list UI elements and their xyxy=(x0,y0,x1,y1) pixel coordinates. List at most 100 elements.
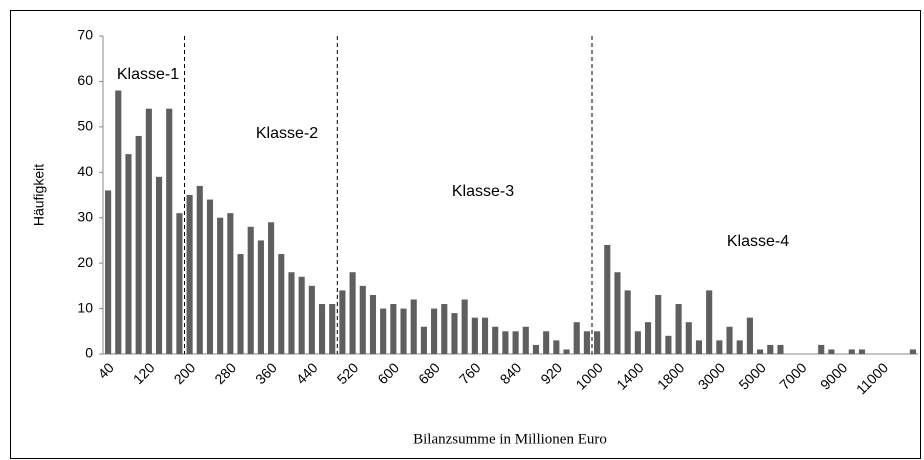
x-tick-label: 1800 xyxy=(654,359,687,392)
y-axis-label: Häufigkeit xyxy=(31,164,47,226)
bar xyxy=(675,304,682,354)
x-tick-label: 9000 xyxy=(817,359,850,392)
x-tick-label: 280 xyxy=(211,359,239,387)
bar xyxy=(746,317,753,354)
x-tick-label: 440 xyxy=(293,359,321,387)
y-tick-label: 70 xyxy=(77,27,93,43)
x-tick-label: 680 xyxy=(415,359,443,387)
bar xyxy=(145,108,152,354)
bar xyxy=(329,304,336,354)
bar xyxy=(858,349,866,354)
bar xyxy=(543,331,550,354)
bar xyxy=(410,299,417,354)
annotation: Klasse-2 xyxy=(256,125,318,142)
x-tick-label: 11000 xyxy=(853,359,891,397)
bar xyxy=(624,290,631,354)
bar xyxy=(217,217,224,354)
bar xyxy=(369,294,377,354)
bar xyxy=(583,331,590,354)
y-tick-label: 0 xyxy=(85,345,93,361)
bar xyxy=(186,195,193,354)
bar xyxy=(278,254,285,354)
bar xyxy=(155,176,163,354)
bar xyxy=(726,326,733,354)
y-tick-label: 20 xyxy=(77,254,93,270)
bar xyxy=(767,344,774,354)
bar xyxy=(522,326,529,354)
bar xyxy=(573,322,580,354)
bar xyxy=(115,90,122,354)
bar xyxy=(532,344,540,354)
y-tick-label: 30 xyxy=(77,208,93,224)
bar xyxy=(298,276,305,354)
bar xyxy=(390,304,397,354)
bar xyxy=(257,240,264,354)
bar xyxy=(848,349,855,354)
bar xyxy=(695,340,703,354)
bar xyxy=(268,222,275,354)
bar xyxy=(349,272,356,354)
bar xyxy=(420,326,427,354)
bar xyxy=(359,285,366,354)
bar xyxy=(247,226,254,354)
bar xyxy=(594,331,601,354)
x-tick-label: 1400 xyxy=(613,359,646,392)
bar xyxy=(105,190,112,354)
bar xyxy=(166,108,173,354)
y-tick-label: 60 xyxy=(77,72,93,88)
bar xyxy=(206,199,214,354)
bar xyxy=(818,344,825,354)
bar xyxy=(553,340,560,354)
bar xyxy=(125,154,132,354)
x-axis-label: Bilanzsumme in Millionen Euro xyxy=(413,431,607,447)
bar xyxy=(237,254,244,354)
bar xyxy=(308,285,315,354)
bar xyxy=(431,308,438,354)
bar xyxy=(492,326,499,354)
x-tick-label: 200 xyxy=(171,359,199,387)
y-tick-label: 40 xyxy=(77,163,93,179)
bar xyxy=(828,349,835,354)
x-tick-label: 520 xyxy=(334,359,362,387)
bar xyxy=(665,335,672,354)
bar xyxy=(614,272,621,354)
bar xyxy=(471,317,478,354)
bar xyxy=(706,290,713,354)
bar xyxy=(634,331,641,354)
bar xyxy=(909,349,916,354)
bar xyxy=(451,313,458,354)
bar xyxy=(716,340,723,354)
bar xyxy=(318,304,326,354)
bar xyxy=(339,290,346,354)
bar xyxy=(380,308,387,354)
bar xyxy=(227,213,234,354)
bar xyxy=(757,349,764,354)
bar xyxy=(685,322,692,354)
bar xyxy=(196,185,203,354)
y-tick-label: 50 xyxy=(77,118,93,134)
annotation: Klasse-3 xyxy=(452,183,514,200)
x-tick-label: 40 xyxy=(95,359,117,381)
bar xyxy=(461,299,468,354)
bar xyxy=(736,340,743,354)
bar xyxy=(176,213,183,354)
x-tick-label: 360 xyxy=(252,359,280,387)
y-tick-label: 10 xyxy=(77,299,93,315)
annotation: Klasse-4 xyxy=(727,233,789,250)
x-tick-label: 3000 xyxy=(695,359,728,392)
annotation: Klasse-1 xyxy=(117,66,179,83)
x-tick-label: 760 xyxy=(456,359,484,387)
bar xyxy=(644,322,652,354)
x-tick-label: 5000 xyxy=(735,359,768,392)
bar xyxy=(400,308,407,354)
bar xyxy=(288,272,295,354)
bar xyxy=(563,349,570,354)
bar xyxy=(441,304,448,354)
bar xyxy=(604,244,611,354)
x-tick-label: 840 xyxy=(497,359,525,387)
bar xyxy=(135,135,142,354)
bar xyxy=(512,331,519,354)
bar xyxy=(481,317,489,354)
chart-frame xyxy=(10,10,921,459)
